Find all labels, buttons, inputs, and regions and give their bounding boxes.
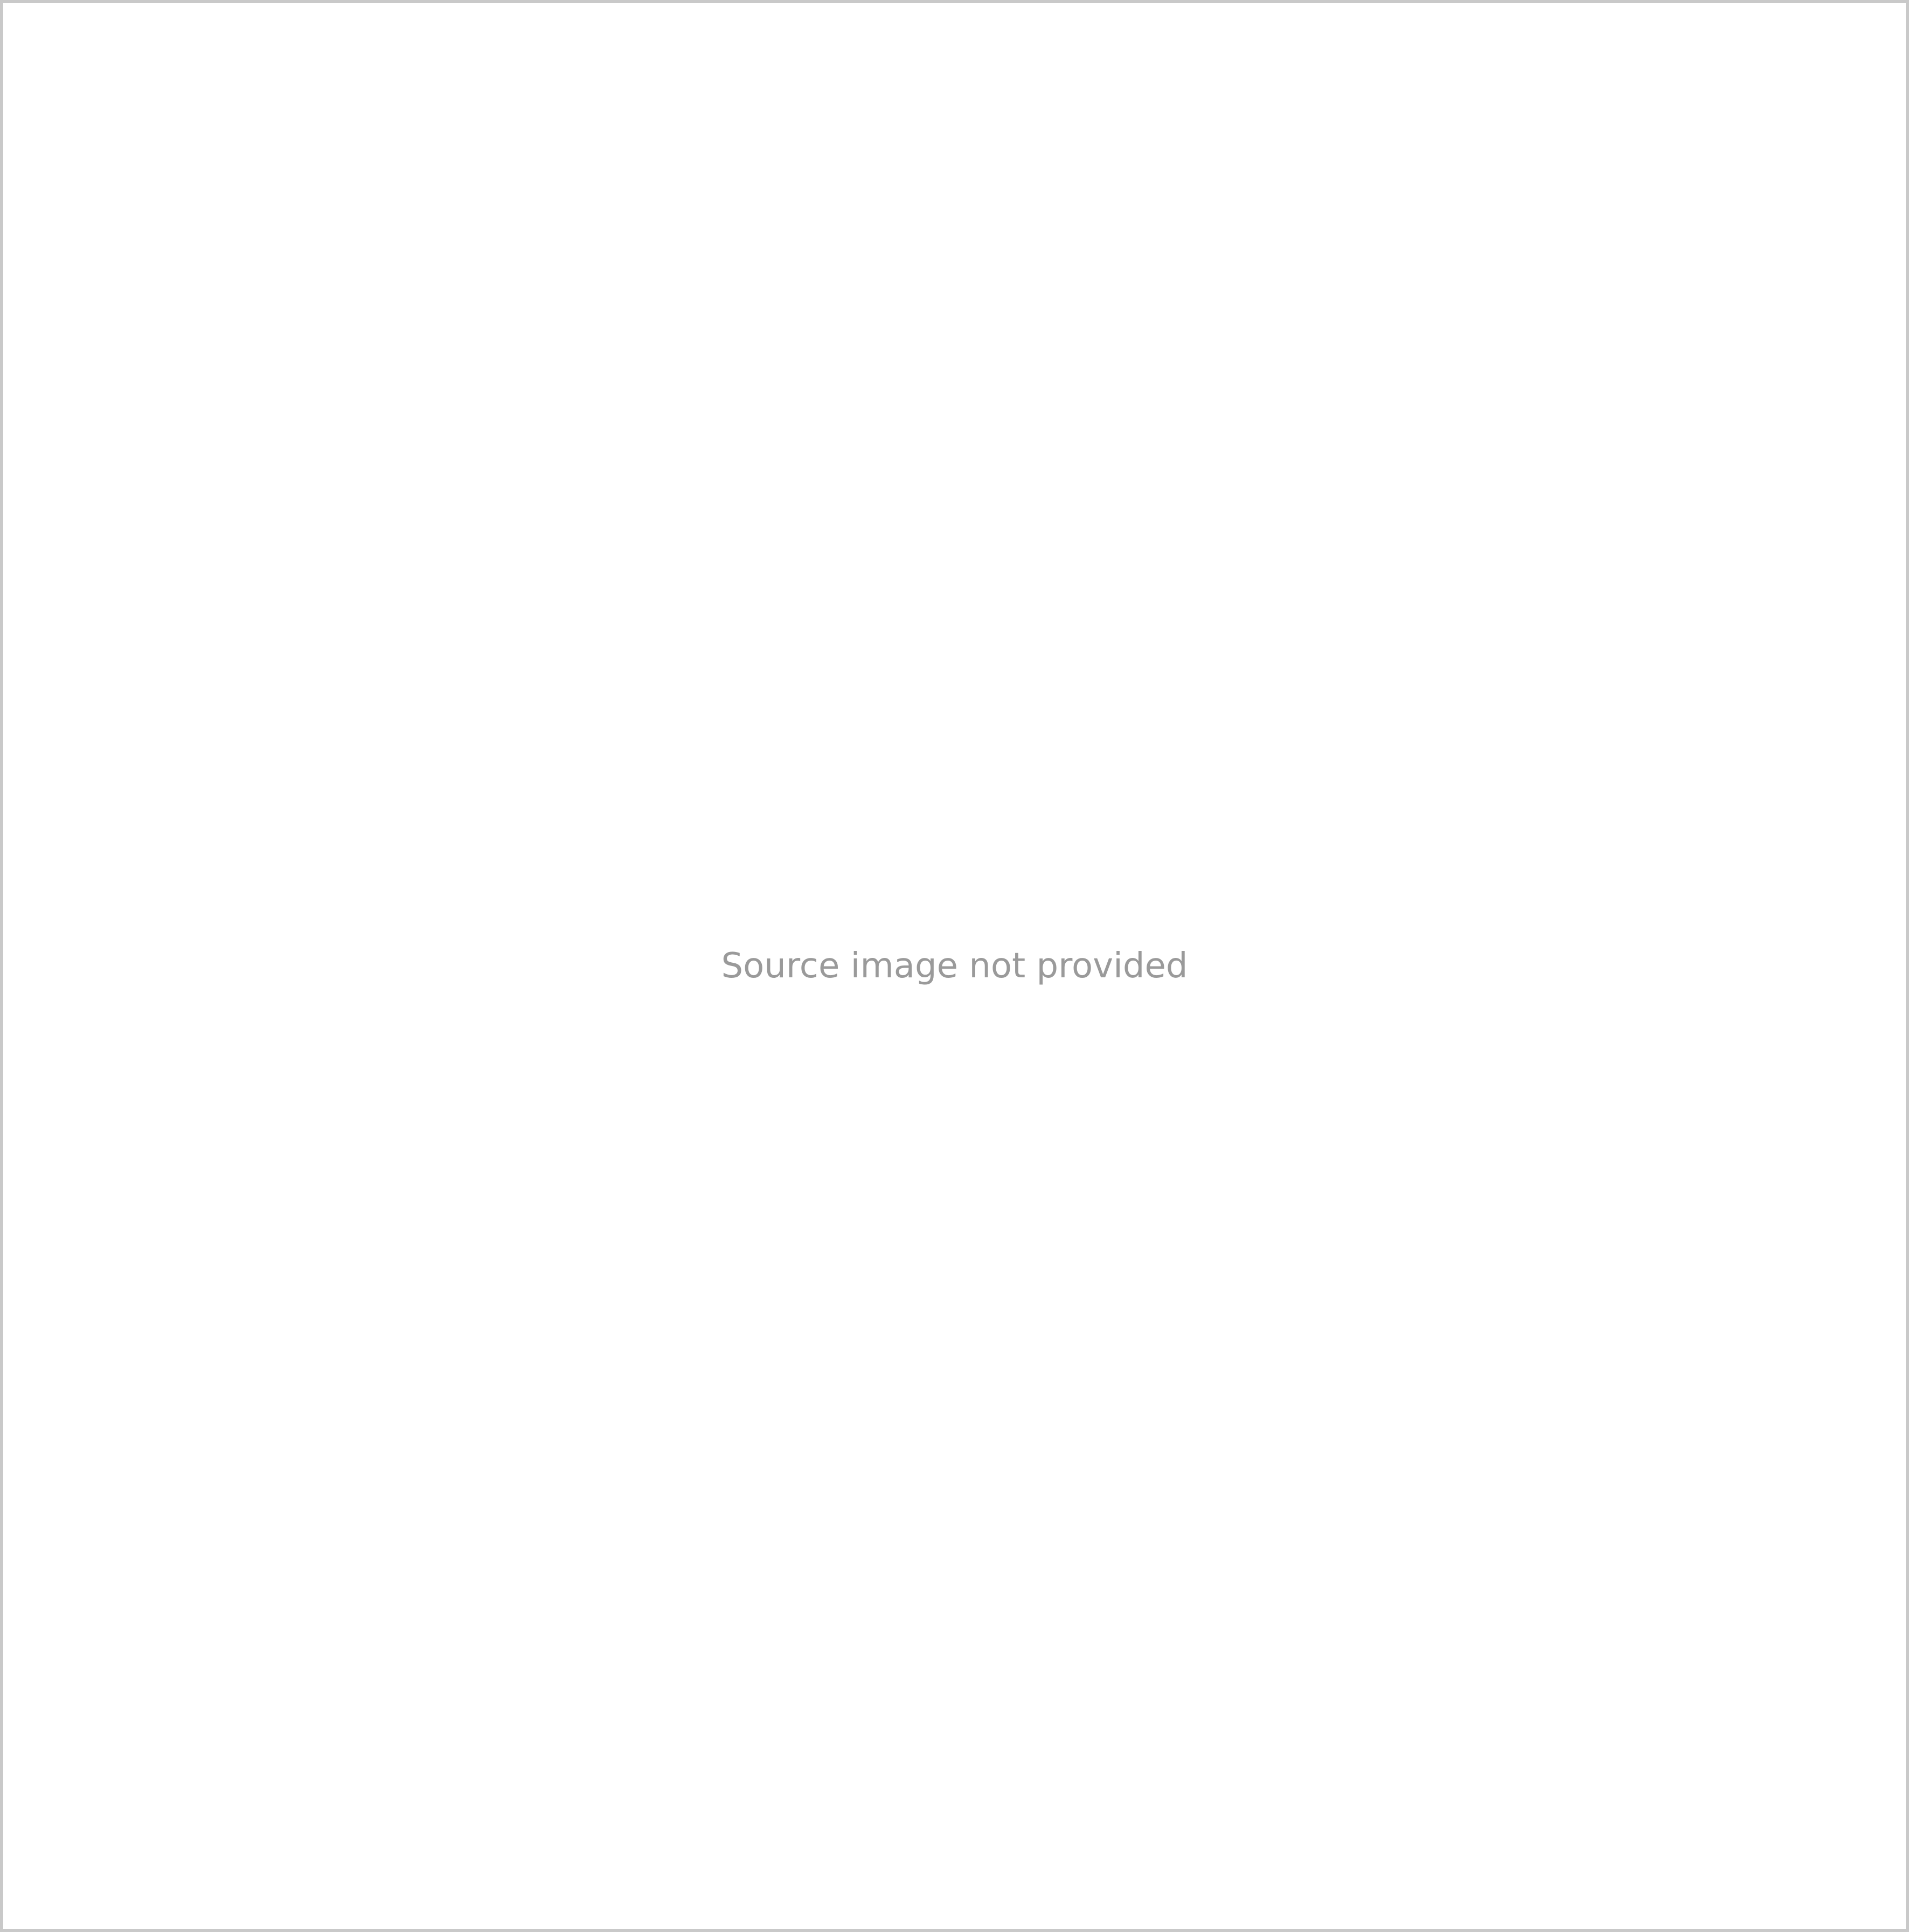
placeholder-note: Source image not provided	[721, 946, 1188, 986]
